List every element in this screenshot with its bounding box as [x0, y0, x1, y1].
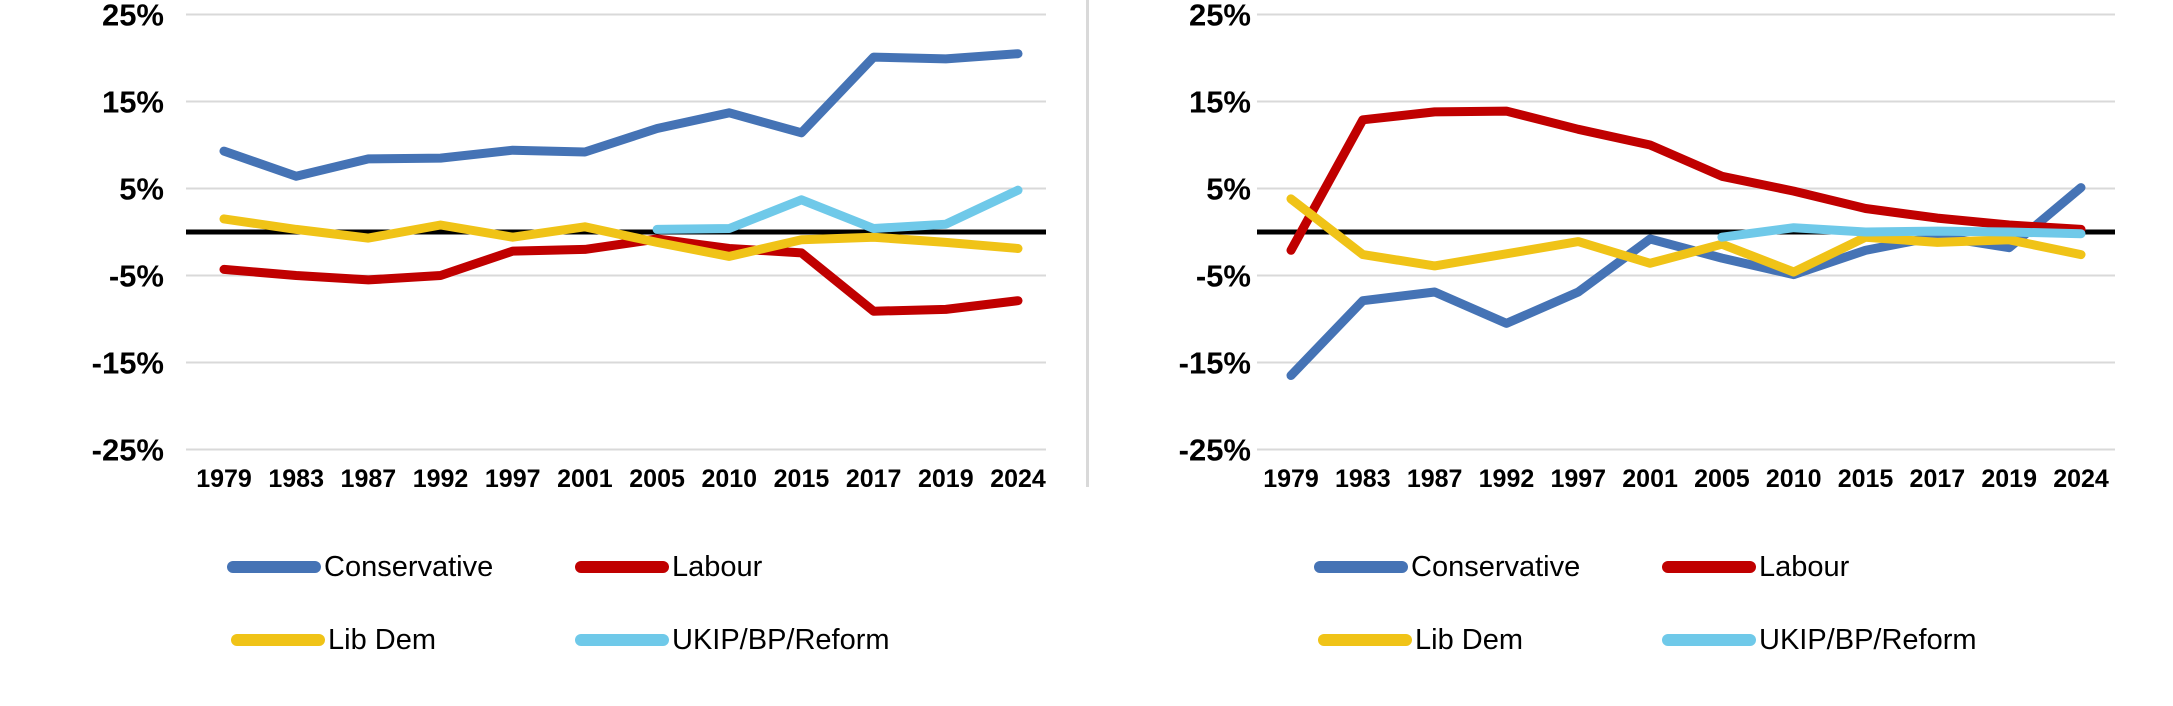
x-axis-label: 2015 — [774, 465, 830, 493]
x-axis-label: 1997 — [1550, 465, 1606, 493]
legend-label: UKIP/BP/Reform — [1759, 623, 1977, 656]
x-axis-label: 1992 — [1479, 465, 1535, 493]
x-axis-label: 2015 — [1838, 465, 1894, 493]
x-axis-label: 1987 — [341, 465, 397, 493]
y-axis-label: -15% — [92, 346, 164, 381]
left-chart-panel: 25% 15% 5% -5% -15% -25% 1979 1983 1987 1992 1997 2… — [0, 0, 1086, 706]
left-line-chart: 25% 15% 5% -5% -15% -25% 1979 1983 1987 1992 1997 2… — [92, 0, 1046, 493]
legend-item-conservative: Conservative — [227, 549, 493, 585]
y-axis-label: -5% — [1196, 259, 1251, 294]
x-axis-label: 1983 — [268, 465, 324, 493]
right-chart-panel: 25% 15% 5% -5% -15% -25% 1979 1983 1987 1992 1997 2… — [1087, 0, 2173, 706]
y-axis-label: -5% — [109, 259, 164, 294]
x-axis-label: 2024 — [990, 465, 1046, 493]
libdem-line-swatch — [231, 634, 325, 646]
series-line-conservative — [1286, 183, 2086, 380]
y-axis-label: 15% — [1189, 85, 1251, 120]
y-axis-label: 5% — [1206, 172, 1251, 207]
x-axis-label: 2019 — [918, 465, 974, 493]
libdem-line-swatch — [1318, 634, 1412, 646]
ukip-line-swatch — [575, 634, 669, 646]
y-axis-label: 5% — [119, 172, 164, 207]
legend-label: Conservative — [324, 550, 494, 583]
y-axis-label: -15% — [1179, 346, 1251, 381]
x-axis-label: 2001 — [557, 465, 613, 493]
x-axis-label: 1979 — [196, 465, 252, 493]
x-axis-label: 1997 — [485, 465, 541, 493]
legend-label: Labour — [1759, 550, 1850, 583]
legend-label: Conservative — [1411, 550, 1581, 583]
legend-item-conservative: Conservative — [1314, 549, 1580, 585]
x-axis-label: 2001 — [1622, 465, 1678, 493]
legend-item-labour: Labour — [1662, 549, 1849, 585]
legend-label: Lib Dem — [328, 623, 436, 656]
conservative-line-swatch — [1314, 561, 1408, 573]
y-axis-label: 25% — [102, 0, 164, 33]
legend-item-labour: Labour — [575, 549, 762, 585]
panel-divider — [1086, 0, 1089, 487]
labour-line-swatch — [575, 561, 669, 573]
y-axis-label: 15% — [102, 85, 164, 120]
legend-item-libdem: Lib Dem — [1318, 622, 1523, 658]
series-line-ukip-bp-reform — [1717, 223, 2086, 242]
y-axis-label: 25% — [1189, 0, 1251, 33]
x-axis-label: 2010 — [701, 465, 757, 493]
legend-item-ukip: UKIP/BP/Reform — [1662, 622, 1977, 658]
x-axis-label: 2005 — [1694, 465, 1750, 493]
x-axis-label: 2024 — [2053, 465, 2109, 493]
legend-label: UKIP/BP/Reform — [672, 623, 890, 656]
legend-label: Labour — [672, 550, 763, 583]
series-line-labour — [219, 234, 1023, 316]
x-axis-label: 2017 — [846, 465, 902, 493]
labour-line-swatch — [1662, 561, 1756, 573]
x-axis-label: 2005 — [629, 465, 685, 493]
conservative-line-swatch — [227, 561, 321, 573]
series-line-conservative — [219, 49, 1023, 181]
x-axis-label: 1979 — [1263, 465, 1319, 493]
series-line-ukip-bp-reform — [652, 185, 1023, 234]
x-axis-label: 2017 — [1910, 465, 1966, 493]
x-axis-label: 1992 — [413, 465, 469, 493]
series-line-lib-dem — [1286, 194, 2086, 277]
y-axis-label: -25% — [92, 433, 164, 468]
legend-item-libdem: Lib Dem — [231, 622, 436, 658]
x-axis-label: 2019 — [1981, 465, 2037, 493]
ukip-line-swatch — [1662, 634, 1756, 646]
y-axis-label: -25% — [1179, 433, 1251, 468]
legend-label: Lib Dem — [1415, 623, 1523, 656]
x-axis-label: 1983 — [1335, 465, 1391, 493]
legend-item-ukip: UKIP/BP/Reform — [575, 622, 890, 658]
x-axis-label: 2010 — [1766, 465, 1822, 493]
series-line-lib-dem — [219, 214, 1023, 261]
x-axis-label: 1987 — [1407, 465, 1463, 493]
series-line-labour — [1286, 106, 2086, 255]
right-line-chart: 25% 15% 5% -5% -15% -25% 1979 1983 1987 1992 1997 2… — [1179, 0, 2115, 493]
